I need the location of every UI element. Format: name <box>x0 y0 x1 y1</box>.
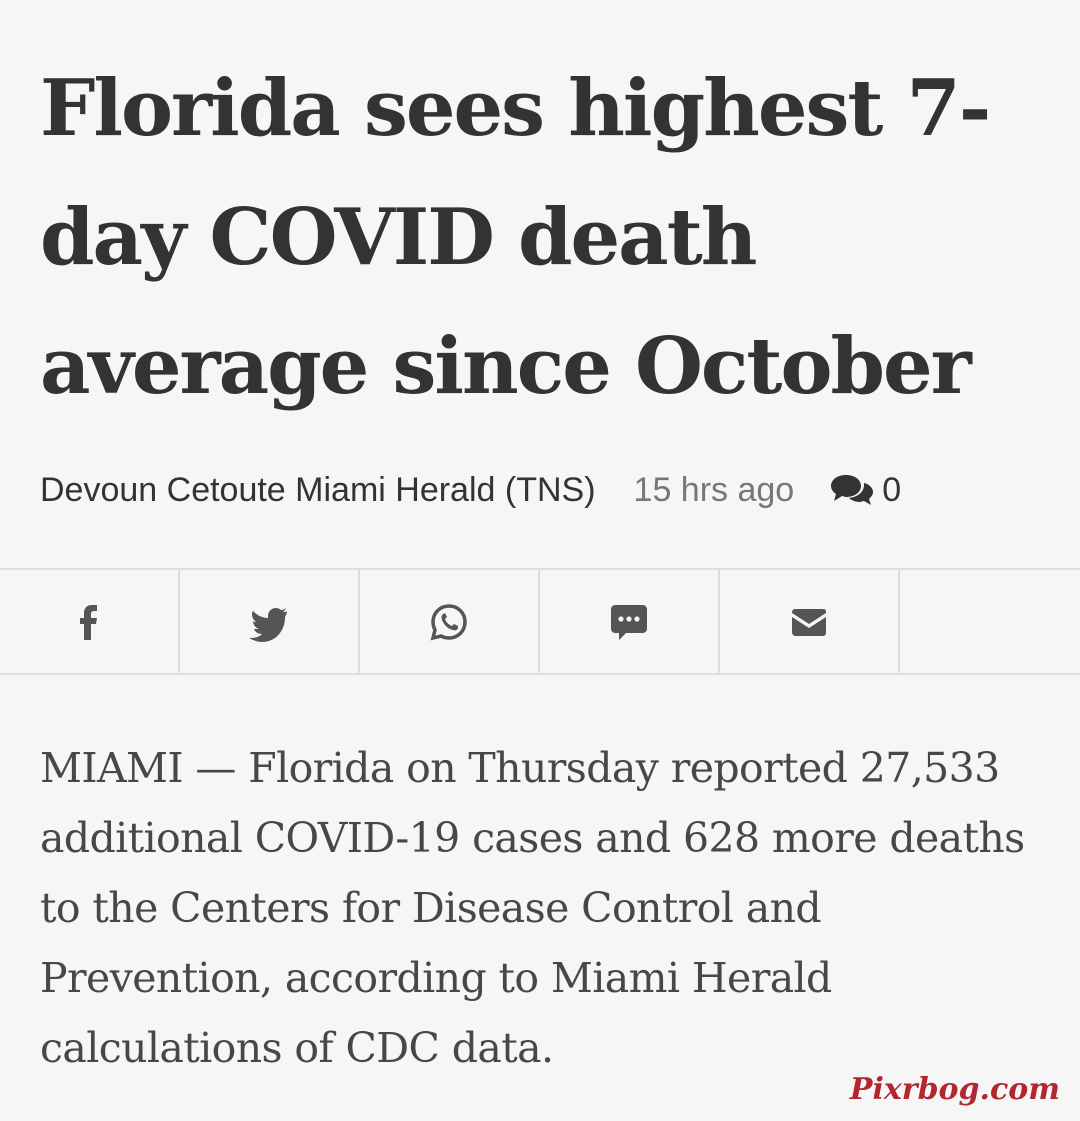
whatsapp-icon <box>430 603 467 640</box>
facebook-icon <box>80 604 97 640</box>
share-twitter-button[interactable] <box>180 570 360 673</box>
share-facebook-button[interactable] <box>0 570 180 673</box>
share-whatsapp-button[interactable] <box>360 570 540 673</box>
sms-icon <box>611 604 647 640</box>
comment-count: 0 <box>882 470 902 509</box>
publish-time: 15 hrs ago <box>633 470 795 509</box>
share-bar <box>0 568 1080 675</box>
comments-icon <box>831 475 874 505</box>
email-icon <box>792 608 826 636</box>
article-headline: Florida sees highest 7-day COVID death a… <box>40 63 991 412</box>
twitter-icon <box>249 607 287 642</box>
author-byline: Devoun Cetoute Miami Herald (TNS) <box>40 470 596 509</box>
share-email-button[interactable] <box>720 570 900 673</box>
share-sms-button[interactable] <box>540 570 720 673</box>
watermark: Pixrbog.com <box>849 1072 1060 1107</box>
article-meta: Devoun Cetoute Miami Herald (TNS) 15 hrs… <box>40 466 901 514</box>
article-body: MIAMI — Florida on Thursday reported 27,… <box>40 744 1025 1072</box>
comments-link[interactable]: 0 <box>830 471 901 510</box>
